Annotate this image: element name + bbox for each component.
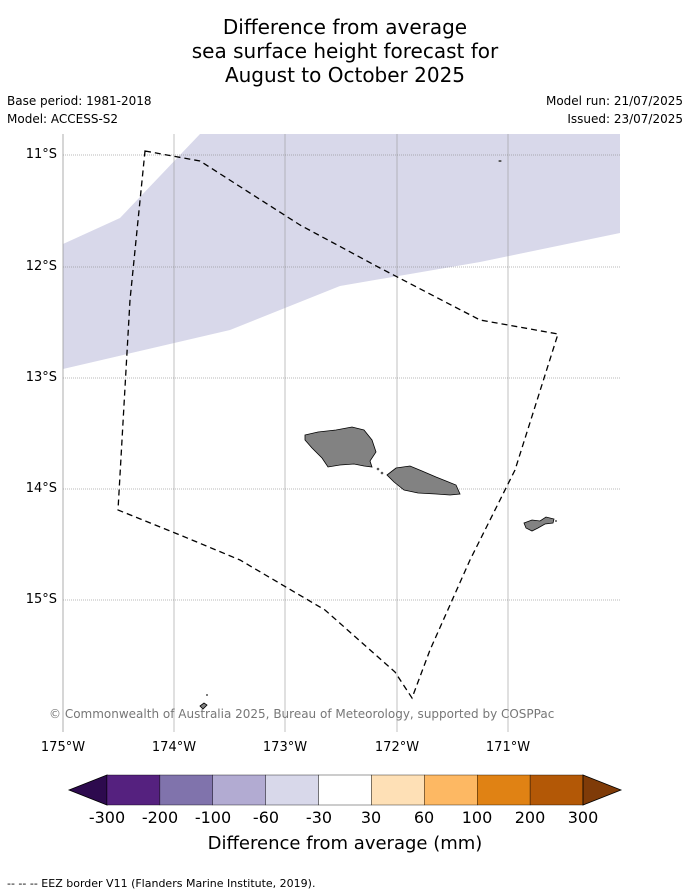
lon-label-171w: 171°W [485, 740, 531, 755]
colorbar-segment [424, 774, 478, 806]
lon-label-172w: 172°W [374, 740, 420, 755]
colorbar-segment [477, 774, 531, 806]
title-line-3: August to October 2025 [224, 63, 466, 87]
model-run: Model run: 21/07/2025 [545, 94, 683, 108]
colorbar-segment [159, 774, 213, 806]
colorbar-tick: 200 [514, 808, 546, 827]
base-period: Base period: 1981-2018 [7, 94, 152, 108]
colorbar-segment [318, 774, 372, 806]
gridlines [173, 134, 509, 732]
upolu-island [386, 465, 461, 496]
colorbar-label: Difference from average (mm) [207, 833, 483, 854]
colorbar-tick: 100 [461, 808, 493, 827]
eez-footnote: -- -- -- EEZ border V11 (Flanders Marine… [7, 877, 316, 890]
colorbar-tick: -300 [88, 808, 126, 827]
tutuila-island [523, 516, 555, 532]
savaii-island [304, 426, 377, 468]
lon-label-173w: 173°W [262, 740, 308, 755]
anomaly-shading-region [63, 134, 620, 369]
lon-label-174w: 174°W [151, 740, 197, 755]
lon-label-175w: 175°W [40, 740, 86, 755]
colorbar-tick: 300 [567, 808, 599, 827]
colorbar-tick: 60 [413, 808, 435, 827]
colorbar-tick: 30 [360, 808, 382, 827]
colorbar-tick: -30 [305, 808, 333, 827]
title-line-2: sea surface height forecast for [191, 39, 499, 63]
lat-label-14s: 14°S [25, 481, 57, 496]
eez-border [117, 150, 559, 700]
aunuu-islet [555, 520, 557, 522]
lat-label-13s: 13°S [25, 370, 57, 385]
copyright-notice: © Commonwealth of Australia 2025, Bureau… [49, 707, 555, 721]
manono-islet [380, 471, 384, 475]
colorbar-segment [265, 774, 319, 806]
lat-label-15s: 15°S [25, 592, 57, 607]
northern-islet [498, 160, 502, 162]
model-name: Model: ACCESS-S2 [7, 112, 119, 126]
colorbar [67, 774, 623, 806]
title-line-1: Difference from average [222, 15, 468, 39]
apolima-islet [376, 467, 380, 471]
colorbar-segment [371, 774, 425, 806]
colorbar-extend-high [582, 774, 623, 806]
lat-label-11s: 11°S [25, 147, 57, 162]
southwest-islet-small [206, 694, 208, 696]
colorbar-segment [212, 774, 266, 806]
lat-label-12s: 12°S [25, 259, 57, 274]
southwest-islet [199, 702, 208, 710]
colorbar-tick: -200 [141, 808, 179, 827]
colorbar-extend-low [67, 774, 108, 806]
colorbar-tick: -100 [194, 808, 232, 827]
lat-gridlines [63, 154, 620, 601]
colorbar-segment [529, 774, 584, 806]
colorbar-segment [106, 774, 161, 806]
issued-date: Issued: 23/07/2025 [567, 112, 683, 126]
colorbar-tick: -60 [252, 808, 280, 827]
